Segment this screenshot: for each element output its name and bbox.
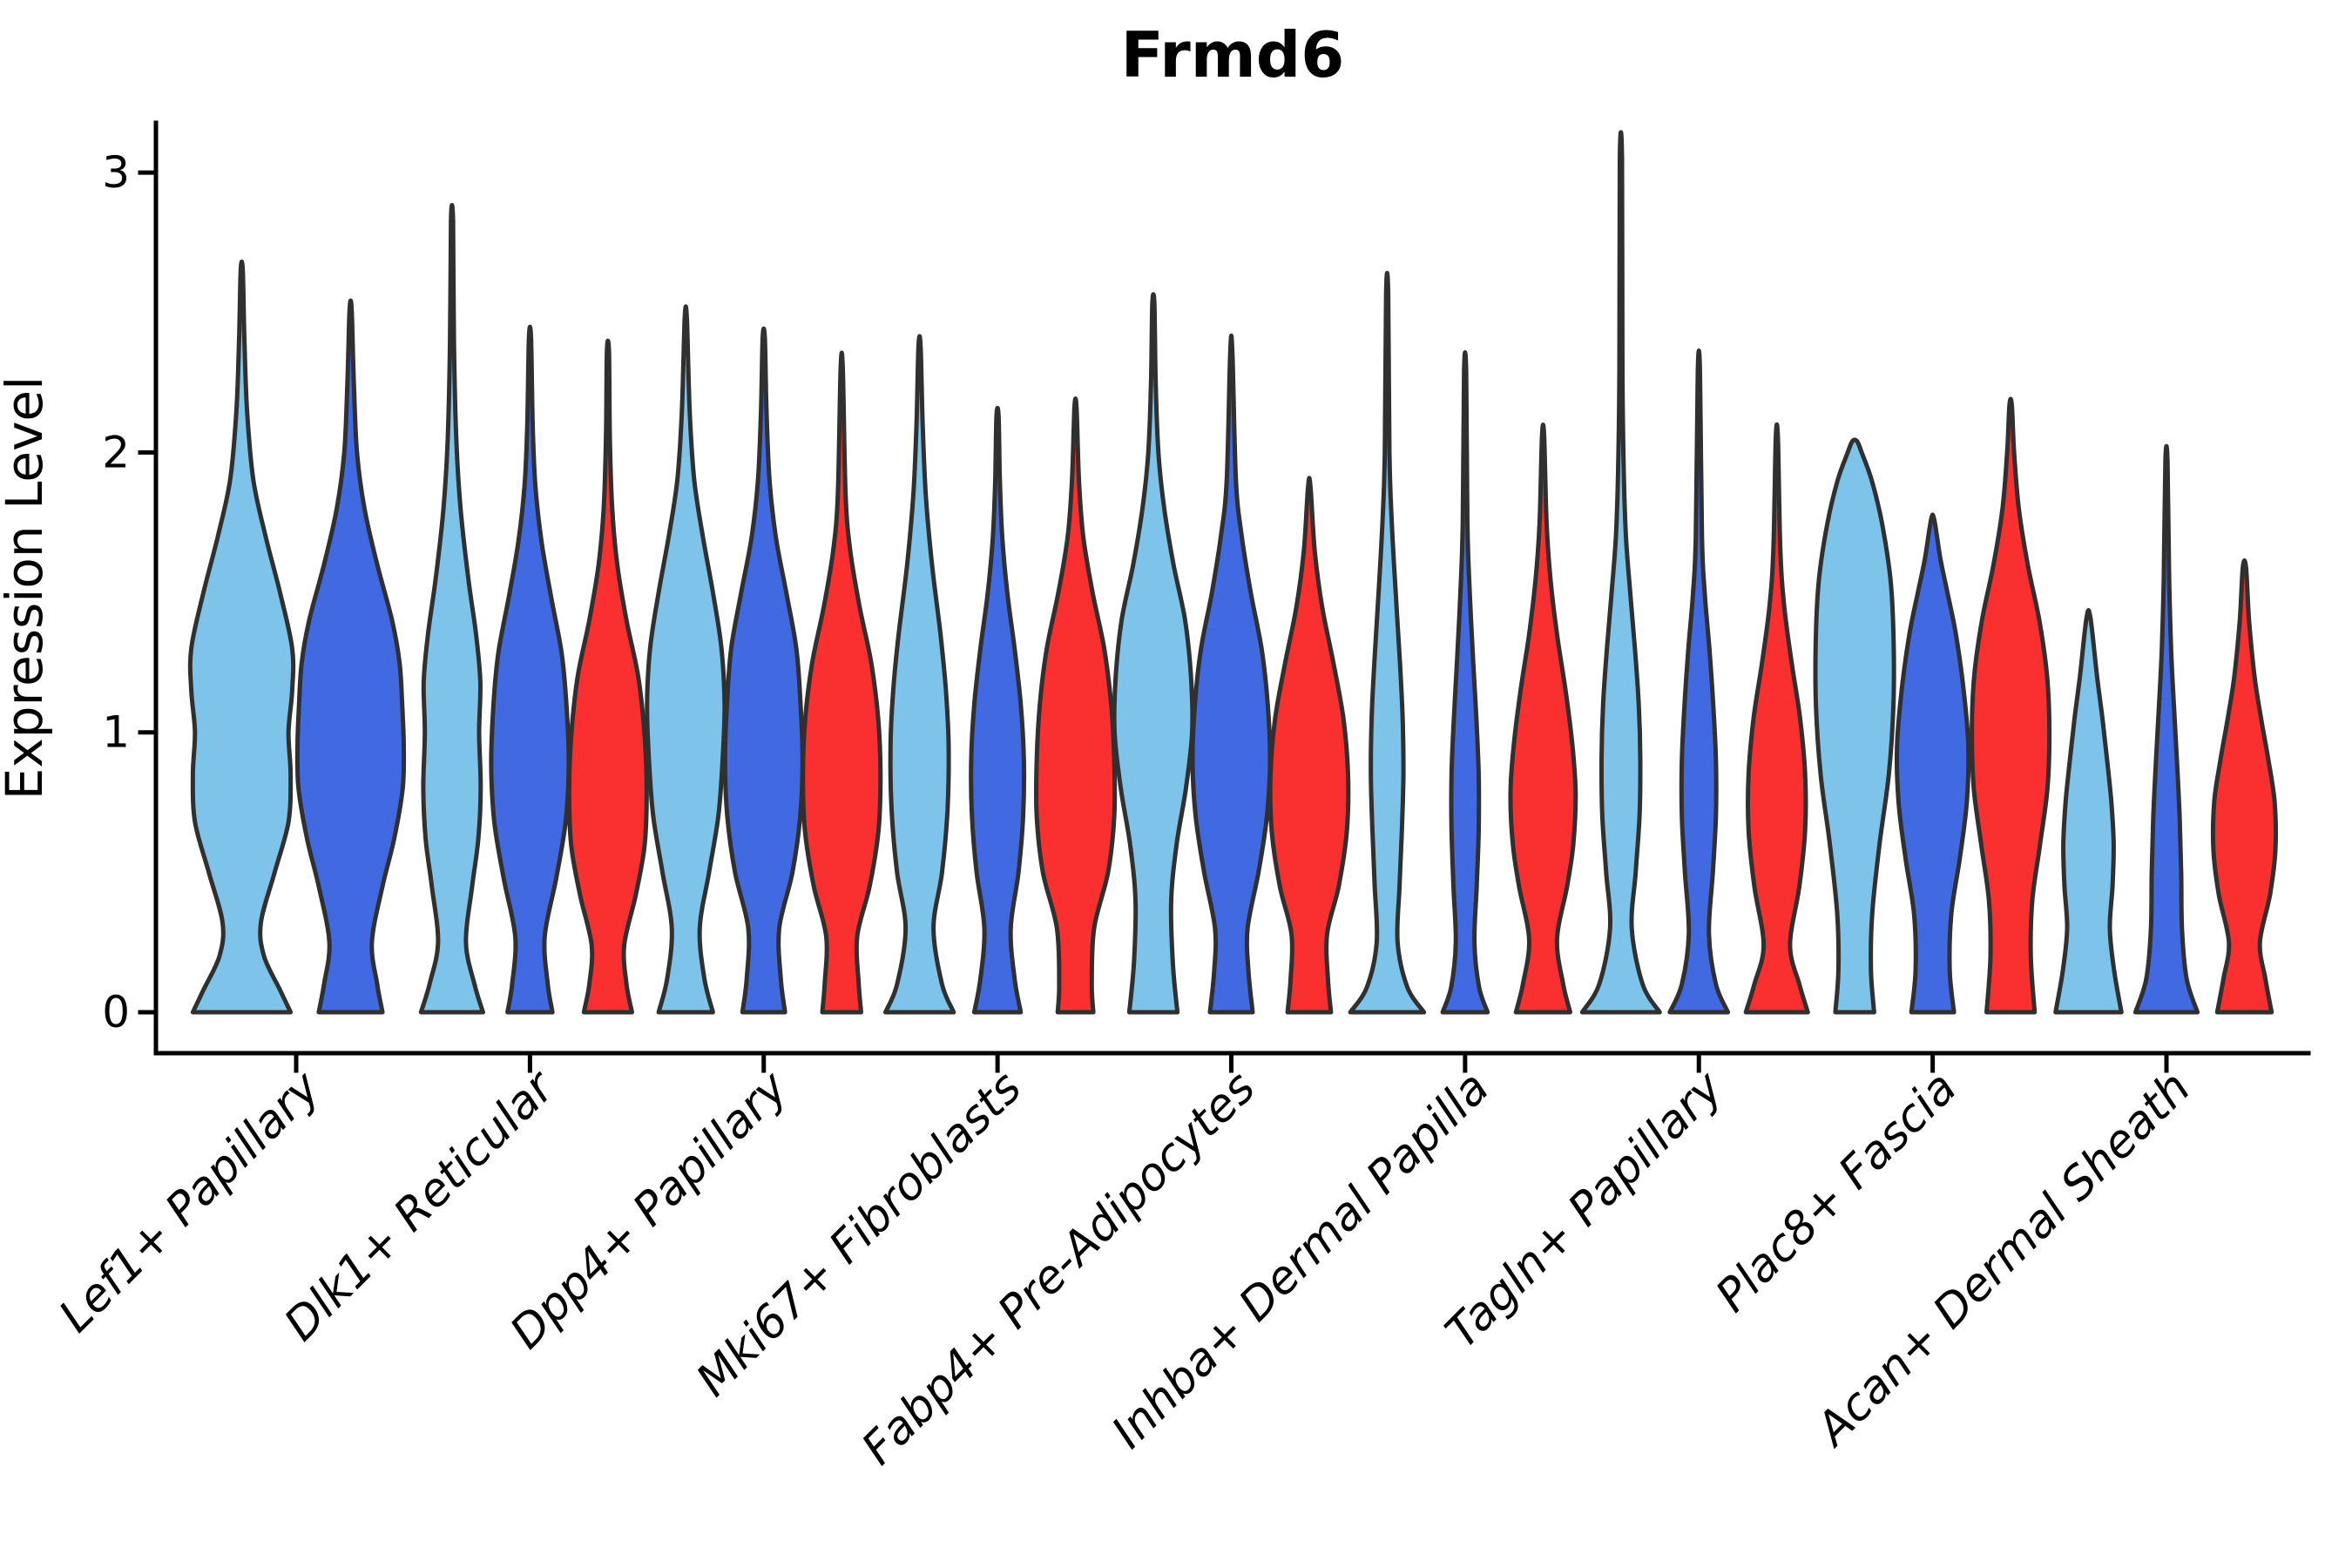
violin-7-dark_blue	[1894, 512, 1971, 1015]
violin-2-dark_blue	[722, 326, 805, 1015]
violin-1-red	[566, 338, 649, 1015]
violin-1-light_blue	[418, 202, 485, 1015]
violin-2-light_blue	[645, 304, 727, 1015]
violin-6-light_blue	[1579, 130, 1662, 1015]
y-tick-label-0: 0	[102, 987, 130, 1037]
violin-5-light_blue	[1348, 270, 1427, 1015]
violin-4-light_blue	[1112, 292, 1195, 1015]
violin-8-light_blue	[2053, 608, 2124, 1015]
violin-4-red	[1267, 476, 1351, 1015]
violin-6-dark_blue	[1667, 348, 1731, 1015]
violin-6-red	[1743, 422, 1810, 1015]
violin-8-dark_blue	[2132, 443, 2200, 1015]
violin-3-red	[1033, 396, 1118, 1015]
violin-4-dark_blue	[1190, 333, 1273, 1015]
violin-8-red	[2210, 558, 2279, 1015]
x-category-label-4: Fabp4+ Pre-Adipocytes	[852, 1062, 1266, 1476]
chart-title: Frmd6	[1121, 18, 1345, 91]
violin-0-light_blue	[187, 260, 296, 1015]
violin-0-dark_blue	[294, 298, 407, 1015]
violin-7-light_blue	[1813, 437, 1896, 1015]
x-category-label-8: Acan+ Dermal Sheath	[1805, 1062, 2200, 1457]
violin-3-dark_blue	[969, 405, 1027, 1015]
violin-5-dark_blue	[1440, 350, 1490, 1015]
violin-3-light_blue	[883, 334, 956, 1015]
violin-5-red	[1508, 422, 1578, 1015]
y-axis-label: Expression Level	[0, 376, 54, 800]
violin-1-dark_blue	[489, 324, 571, 1015]
y-tick-label-1: 1	[102, 707, 130, 758]
violin-7-red	[1970, 396, 2052, 1015]
y-tick-label-2: 2	[102, 427, 130, 477]
y-tick-label-3: 3	[102, 147, 130, 198]
x-category-label-7: Plac8+ Fascia	[1707, 1062, 1967, 1322]
violin-2-red	[801, 350, 883, 1015]
x-category-label-5: Inhba+ Dermal Papilla	[1102, 1062, 1499, 1459]
